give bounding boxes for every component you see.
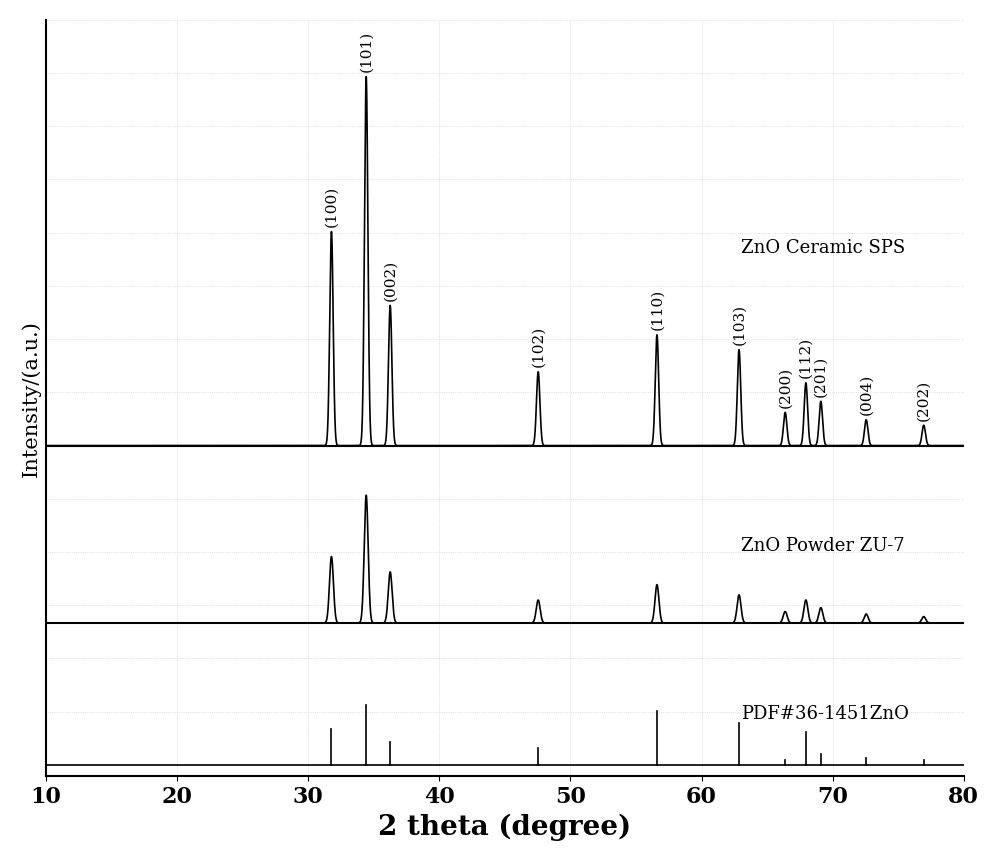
Text: (110): (110)	[650, 288, 664, 330]
Text: (200): (200)	[778, 366, 792, 407]
Text: (002): (002)	[383, 259, 397, 300]
Text: PDF#36-1451ZnO: PDF#36-1451ZnO	[741, 704, 909, 722]
Text: (101): (101)	[359, 31, 373, 71]
Text: (004): (004)	[859, 374, 873, 415]
Text: ZnO Powder ZU-7: ZnO Powder ZU-7	[741, 536, 904, 554]
Text: (201): (201)	[814, 355, 828, 396]
Text: (103): (103)	[732, 303, 746, 344]
X-axis label: 2 theta (degree): 2 theta (degree)	[378, 813, 631, 840]
Text: (100): (100)	[324, 185, 338, 226]
Text: (202): (202)	[917, 379, 931, 420]
Y-axis label: Intensity/(a.u.): Intensity/(a.u.)	[21, 320, 41, 477]
Text: (102): (102)	[531, 325, 545, 367]
Text: (112): (112)	[799, 337, 813, 378]
Text: ZnO Ceramic SPS: ZnO Ceramic SPS	[741, 238, 905, 257]
